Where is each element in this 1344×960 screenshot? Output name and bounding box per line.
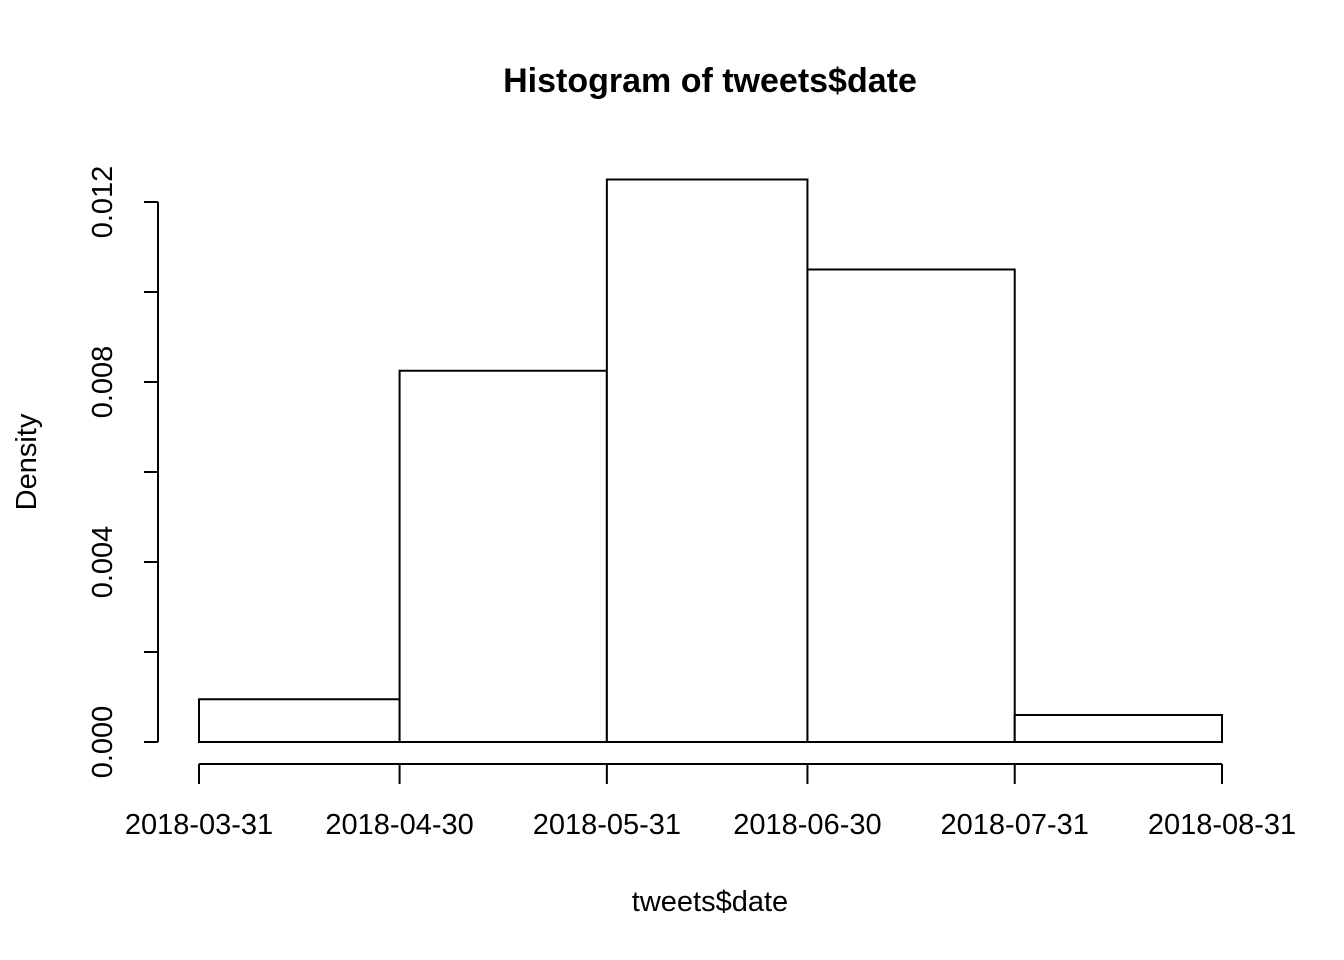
y-axis-label: Density	[11, 413, 43, 510]
x-tick-label-3: 2018-05-31	[533, 809, 681, 841]
histogram-bar-1	[198, 698, 401, 743]
histogram-bar-5	[1013, 714, 1223, 743]
bars-group	[198, 178, 1223, 743]
y-axis: 0.000 0.004 0.008 0.012	[87, 166, 159, 779]
chart-title: Histogram of tweets$date	[503, 62, 917, 100]
x-axis: 2018-03-31 2018-04-30 2018-05-31 2018-06-30…	[125, 763, 1296, 841]
y-tick-label-1: 0.000	[87, 706, 119, 779]
x-tick-label-6: 2018-08-31	[1148, 809, 1296, 841]
x-tick-label-4: 2018-06-30	[733, 809, 881, 841]
y-tick-label-3: 0.004	[87, 526, 119, 599]
histogram-bar-2	[398, 369, 608, 743]
histogram-bar-3	[605, 178, 809, 743]
histogram-bar-4	[806, 268, 1016, 743]
x-tick-label-2: 2018-04-30	[325, 809, 473, 841]
y-tick-label-7: 0.012	[87, 166, 119, 239]
x-axis-label: tweets$date	[632, 886, 788, 918]
y-tick-label-5: 0.008	[87, 346, 119, 419]
x-tick-label-1: 2018-03-31	[125, 809, 273, 841]
x-tick-label-5: 2018-07-31	[941, 809, 1089, 841]
